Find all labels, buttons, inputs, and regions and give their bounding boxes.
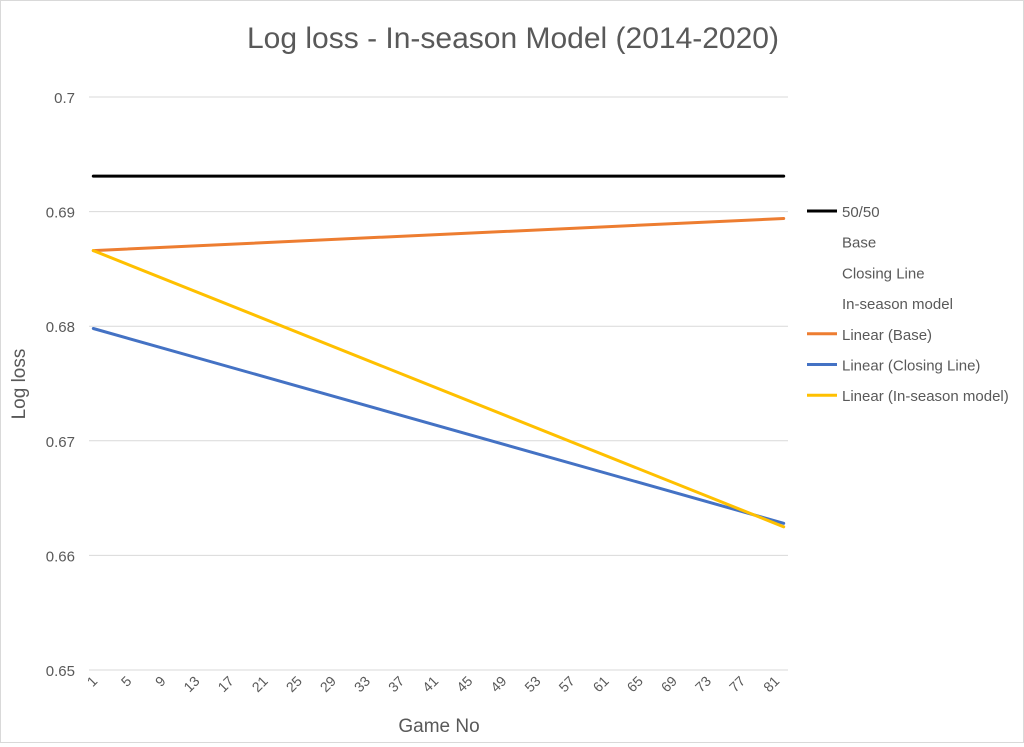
series-line-5 [91, 327, 786, 525]
x-tick-label: 37 [385, 673, 407, 695]
y-tick-label: 0.69 [46, 205, 75, 222]
legend-item: Linear (In-season model) [807, 388, 1009, 405]
legend-label: Linear (Base) [842, 327, 932, 344]
legend-label: Closing Line [842, 265, 925, 282]
gridlines [89, 96, 788, 671]
y-axis-label: Log loss [9, 349, 30, 420]
x-tick-label: 41 [419, 673, 441, 695]
x-tick-label: 57 [555, 673, 577, 695]
x-tick-label: 77 [726, 673, 748, 695]
y-tick-label: 0.66 [46, 548, 75, 565]
x-tick-label: 73 [692, 673, 714, 695]
x-tick-label: 49 [487, 673, 509, 695]
x-tick-labels: 1 5 9 13 17 21 25 29 33 37 41 45 49 53 57 61 65 69 73 77 81 [84, 673, 783, 695]
y-tick-labels: 0.65 0.66 0.67 0.68 0.69 0.7 [46, 90, 75, 680]
x-tick-label: 13 [180, 673, 202, 695]
legend-label: 50/50 [842, 204, 880, 221]
x-tick-label: 25 [283, 673, 305, 695]
legend-item: Linear (Closing Line) [807, 358, 980, 375]
legend-item: Base [807, 235, 876, 252]
legend-item: 50/50 [807, 204, 880, 221]
x-tick-label: 29 [317, 673, 339, 695]
y-tick-label: 0.68 [46, 319, 75, 336]
x-tick-label: 45 [453, 673, 475, 695]
x-tick-label: 33 [351, 673, 373, 695]
legend-label: In-season model [842, 296, 953, 313]
series-line-4 [91, 217, 786, 253]
x-tick-label: 65 [624, 673, 646, 695]
series-lines [91, 174, 786, 529]
x-tick-label: 53 [521, 673, 543, 695]
y-tick-label: 0.65 [46, 663, 75, 680]
x-tick-label: 1 [84, 673, 101, 690]
chart-title: Log loss - In-season Model (2014-2020) [247, 22, 779, 55]
legend-item: Closing Line [807, 265, 925, 282]
series-line-6 [91, 249, 786, 529]
legend-item: In-season model [807, 296, 953, 313]
x-tick-label: 21 [249, 673, 271, 695]
x-tick-label: 17 [214, 673, 236, 695]
x-tick-label: 5 [118, 673, 135, 690]
y-tick-label: 0.7 [54, 90, 75, 107]
legend-label: Linear (In-season model) [842, 388, 1009, 405]
x-tick-label: 69 [658, 673, 680, 695]
x-axis-label: Game No [398, 716, 479, 737]
legend-item: Linear (Base) [807, 327, 932, 344]
x-tick-label: 9 [152, 673, 169, 690]
x-tick-label: 81 [760, 673, 782, 695]
legend-label: Linear (Closing Line) [842, 358, 980, 375]
y-tick-label: 0.67 [46, 434, 75, 451]
legend: 50/50 Base Closing Line In-season model Line… [807, 204, 1009, 405]
legend-label: Base [842, 235, 876, 252]
x-tick-label: 61 [590, 673, 612, 695]
